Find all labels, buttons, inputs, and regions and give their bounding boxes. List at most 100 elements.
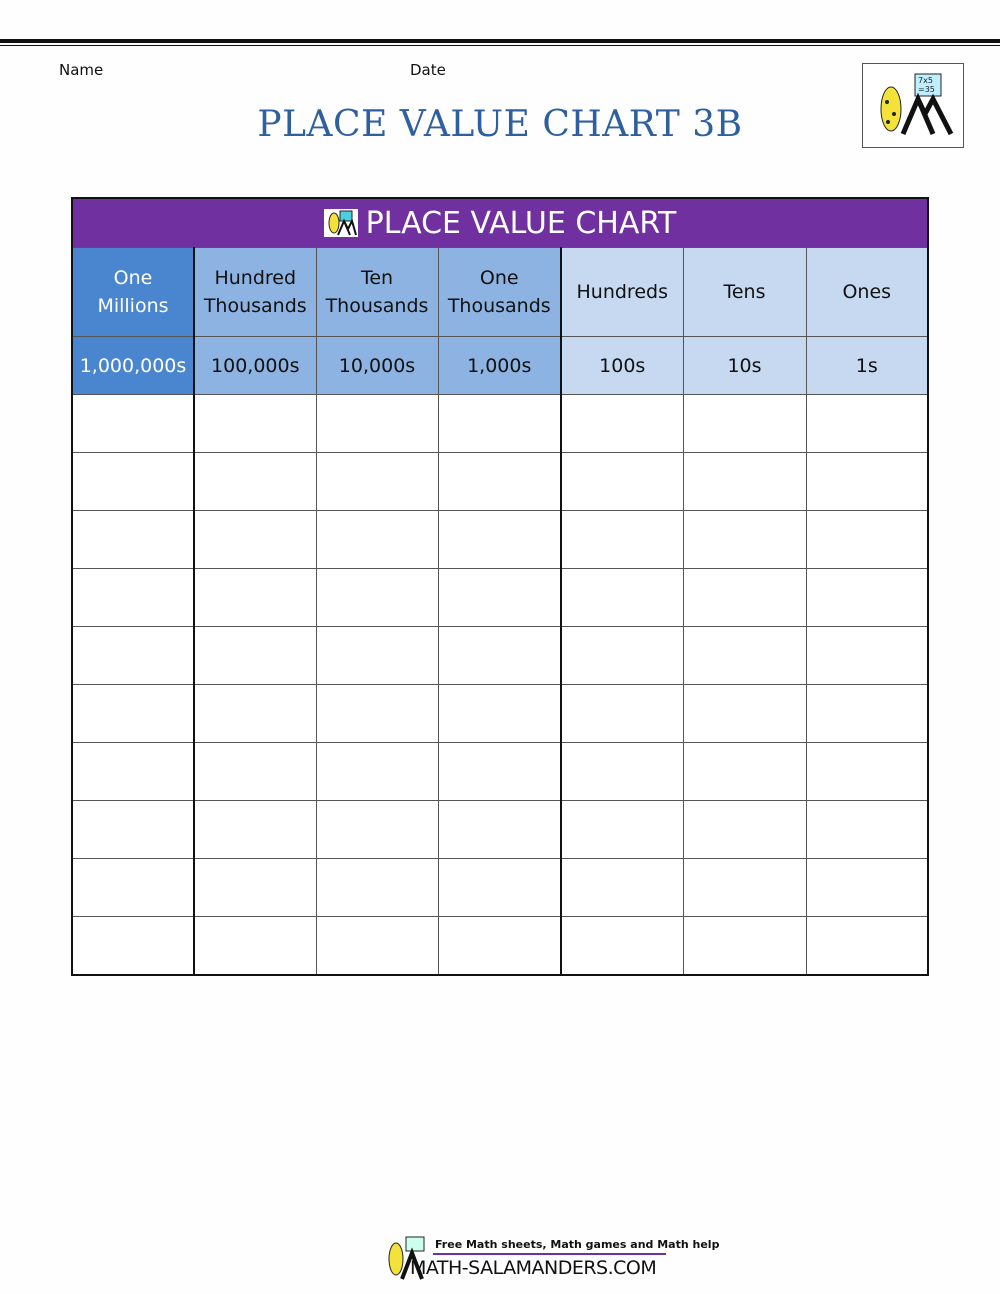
blank-cell[interactable] (805, 626, 929, 685)
header-hundreds: Hundreds (560, 247, 684, 337)
svg-text:=35: =35 (918, 85, 935, 94)
footer-divider (433, 1253, 666, 1255)
blank-cell[interactable] (682, 800, 807, 859)
blank-cell[interactable] (682, 742, 807, 801)
blank-cell[interactable] (193, 916, 317, 976)
blank-cell[interactable] (437, 394, 562, 453)
blank-cell[interactable] (682, 510, 807, 569)
blank-cell[interactable] (71, 742, 195, 801)
blank-cell[interactable] (315, 800, 439, 859)
blank-cell[interactable] (193, 626, 317, 685)
header-one-millions: One Millions (71, 247, 195, 337)
blank-cell[interactable] (437, 858, 562, 917)
blank-cell[interactable] (193, 568, 317, 627)
blank-cell[interactable] (315, 394, 439, 453)
blank-cell[interactable] (682, 626, 807, 685)
blank-cell[interactable] (437, 510, 562, 569)
blank-cell[interactable] (560, 684, 684, 743)
blank-cell[interactable] (315, 742, 439, 801)
blank-cell[interactable] (315, 684, 439, 743)
blank-cell[interactable] (805, 452, 929, 511)
chart-title: PLACE VALUE CHART (365, 205, 677, 241)
value-ones: 1s (805, 336, 929, 395)
blank-cell[interactable] (193, 452, 317, 511)
blank-cell[interactable] (437, 800, 562, 859)
blank-cell[interactable] (560, 568, 684, 627)
header-ones: Ones (805, 247, 929, 337)
blank-cell[interactable] (193, 684, 317, 743)
blank-cell[interactable] (805, 568, 929, 627)
blank-cell[interactable] (71, 858, 195, 917)
blank-cell[interactable] (437, 626, 562, 685)
date-label: Date (410, 61, 446, 79)
blank-cell[interactable] (71, 510, 195, 569)
blank-cell[interactable] (315, 626, 439, 685)
header-tens: Tens (682, 247, 807, 337)
blank-cell[interactable] (682, 568, 807, 627)
top-rule (0, 39, 1000, 43)
blank-cell[interactable] (437, 568, 562, 627)
blank-cell[interactable] (805, 742, 929, 801)
blank-row (71, 452, 929, 511)
blank-cell[interactable] (560, 800, 684, 859)
blank-cell[interactable] (560, 394, 684, 453)
blank-cell[interactable] (71, 394, 195, 453)
blank-cell[interactable] (682, 452, 807, 511)
blank-cell[interactable] (805, 858, 929, 917)
blank-cell[interactable] (315, 510, 439, 569)
blank-cell[interactable] (71, 626, 195, 685)
value-ten-thousands: 10,000s (315, 336, 439, 395)
footer-logo: Free Math sheets, Math games and Math he… (380, 1235, 719, 1281)
blank-cell[interactable] (560, 916, 684, 976)
value-millions: 1,000,000s (71, 336, 195, 395)
blank-cell[interactable] (193, 394, 317, 453)
blank-cell[interactable] (560, 858, 684, 917)
blank-cell[interactable] (805, 684, 929, 743)
blank-cell[interactable] (437, 916, 562, 976)
blank-cell[interactable] (315, 452, 439, 511)
top-rule-thin (0, 45, 1000, 46)
blank-cell[interactable] (682, 684, 807, 743)
blank-row (71, 626, 929, 685)
blank-cell[interactable] (682, 394, 807, 453)
blank-cell[interactable] (193, 800, 317, 859)
footer-site-name: MATH-SALAMANDERS.COM (410, 1257, 657, 1279)
blank-cell[interactable] (71, 916, 195, 976)
blank-cell[interactable] (315, 858, 439, 917)
blank-cell[interactable] (193, 510, 317, 569)
blank-cell[interactable] (805, 916, 929, 976)
blank-cell[interactable] (437, 452, 562, 511)
blank-cell[interactable] (560, 626, 684, 685)
blank-cell[interactable] (560, 452, 684, 511)
blank-cell[interactable] (315, 568, 439, 627)
blank-cell[interactable] (193, 742, 317, 801)
value-hundred-thousands: 100,000s (193, 336, 317, 395)
blank-cell[interactable] (437, 684, 562, 743)
value-one-thousands: 1,000s (437, 336, 562, 395)
blank-row (71, 684, 929, 743)
blank-row (71, 858, 929, 917)
blank-cell[interactable] (805, 394, 929, 453)
blank-cell[interactable] (71, 452, 195, 511)
blank-cell[interactable] (71, 800, 195, 859)
blank-cell[interactable] (193, 858, 317, 917)
blank-cell[interactable] (560, 742, 684, 801)
blank-cell[interactable] (437, 742, 562, 801)
blank-row (71, 800, 929, 859)
salamander-small-icon (323, 208, 358, 237)
blank-cell[interactable] (560, 510, 684, 569)
blank-cell[interactable] (805, 800, 929, 859)
blank-cell[interactable] (682, 916, 807, 976)
blank-cell[interactable] (71, 568, 195, 627)
name-label: Name (59, 61, 104, 79)
blank-row (71, 510, 929, 569)
blank-cell[interactable] (315, 916, 439, 976)
blank-cell[interactable] (805, 510, 929, 569)
header-ten-thousands: Ten Thousands (315, 247, 439, 337)
header-hundred-thousands: Hundred Thousands (193, 247, 317, 337)
blank-cell[interactable] (71, 684, 195, 743)
footer-tagline: Free Math sheets, Math games and Math he… (435, 1238, 720, 1251)
blank-cell[interactable] (682, 858, 807, 917)
blank-row (71, 394, 929, 453)
